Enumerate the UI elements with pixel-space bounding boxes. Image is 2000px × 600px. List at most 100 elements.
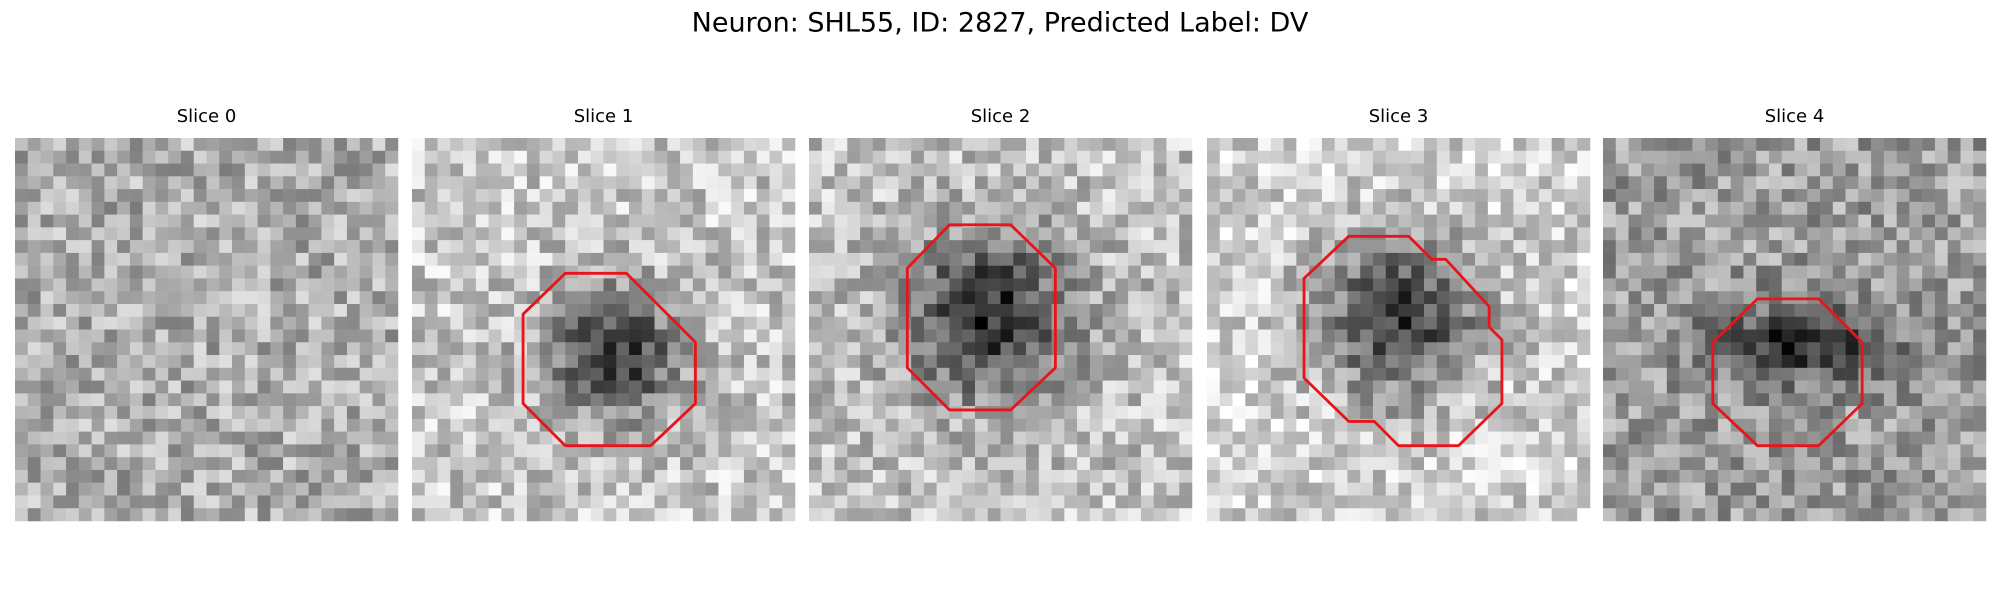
pixel [1051,189,1065,203]
pixel [104,303,118,317]
pixel [1398,214,1412,228]
pixel [424,303,438,317]
pixel [1641,150,1655,164]
pixel [1807,265,1821,279]
pixel [1756,482,1770,496]
pixel [667,380,681,394]
pixel [616,291,630,305]
pixel [168,342,182,356]
pixel [412,508,426,522]
pixel [475,252,489,266]
pixel [1487,418,1501,432]
pixel [1615,457,1629,471]
pixel [1309,303,1323,317]
pixel [1615,495,1629,509]
pixel [91,278,105,292]
pixel [1909,418,1923,432]
pixel [1102,444,1116,458]
pixel [641,265,655,279]
pixel [885,265,899,279]
pixel [1334,367,1348,381]
pixel [616,252,630,266]
pixel [629,303,643,317]
pixel [1385,176,1399,190]
pixel [680,495,694,509]
pixel [1372,189,1386,203]
pixel [295,367,309,381]
pixel [1513,278,1527,292]
pixel [590,240,604,254]
pixel [27,138,41,152]
pixel [1077,278,1091,292]
panel-title: Slice 0 [177,106,237,127]
pixel [782,393,796,407]
pixel [667,240,681,254]
pixel [514,418,528,432]
pixel [1051,444,1065,458]
pixel [308,431,322,445]
pixel [1692,508,1706,522]
pixel [1934,380,1948,394]
pixel [834,214,848,228]
pixel [1258,150,1272,164]
pixel [488,482,502,496]
pixel [1321,227,1335,241]
pixel [577,355,591,369]
pixel [1858,329,1872,343]
pixel [27,278,41,292]
pixel [488,380,502,394]
pixel [667,252,681,266]
pixel [359,380,373,394]
pixel [180,367,194,381]
pixel [66,482,80,496]
pixel [1026,252,1040,266]
pixel [1947,329,1961,343]
pixel [616,189,630,203]
pixel [1960,355,1974,369]
pixel [155,201,169,215]
pixel [270,291,284,305]
pixel [1411,252,1425,266]
pixel [911,138,925,152]
pixel [539,329,553,343]
pixel [1705,163,1719,177]
pixel [193,329,207,343]
pixel [1871,265,1885,279]
pixel [1628,227,1642,241]
pixel [321,367,335,381]
pixel [1513,150,1527,164]
pixel [206,431,220,445]
pixel [27,329,41,343]
pixel [860,278,874,292]
pixel [385,316,399,330]
pixel [1270,508,1284,522]
pixel [1449,252,1463,266]
pixel [1641,138,1655,152]
pixel [1845,367,1859,381]
pixel [1270,291,1284,305]
pixel [104,329,118,343]
pixel [1115,214,1129,228]
pixel [53,469,67,483]
pixel [590,482,604,496]
pixel [1743,495,1757,509]
pixel [91,444,105,458]
pixel [1385,329,1399,343]
pixel [1424,495,1438,509]
pixel [949,240,963,254]
pixel [117,214,131,228]
pixel [885,508,899,522]
pixel [1577,342,1591,356]
pixel [1462,227,1476,241]
pixel [1296,431,1310,445]
pixel [809,138,823,152]
pixel [283,457,297,471]
pixel [53,227,67,241]
pixel [168,418,182,432]
pixel [1283,367,1297,381]
pixel [1232,469,1246,483]
pixel [1360,431,1374,445]
pixel [705,418,719,432]
pixel [590,355,604,369]
pixel [450,406,464,420]
